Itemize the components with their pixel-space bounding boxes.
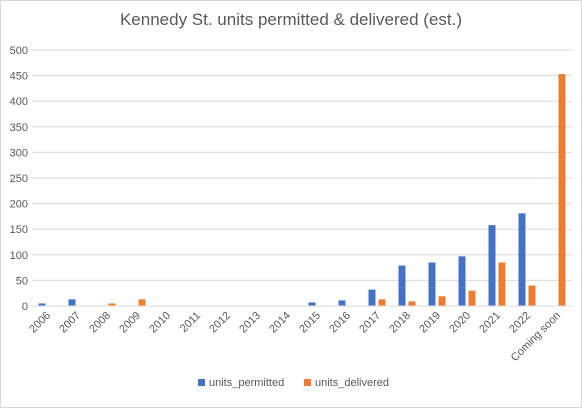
bar-units_delivered	[138, 299, 146, 306]
y-tick-label: 150	[10, 224, 28, 236]
bar-units_delivered	[498, 262, 506, 306]
x-tick-label: 2013	[237, 310, 263, 336]
y-tick-label: 400	[10, 96, 28, 108]
y-tick-label: 50	[16, 275, 28, 287]
y-tick-label: 300	[10, 147, 28, 159]
x-tick-label: 2020	[447, 310, 473, 336]
bar-units_delivered	[108, 303, 116, 306]
x-tick-label: 2019	[417, 310, 443, 336]
x-tick-label: 2018	[387, 310, 413, 336]
bar-units_permitted	[398, 265, 406, 306]
legend-swatch-units_permitted	[198, 379, 205, 386]
bar-units_permitted	[368, 289, 376, 306]
bar-units_permitted	[488, 225, 496, 306]
y-tick-label: 0	[22, 301, 28, 313]
x-tick-label: 2022	[507, 310, 533, 336]
legend-label-units_permitted: units_permitted	[209, 377, 284, 389]
x-tick-label: 2007	[57, 310, 83, 336]
x-tick-label: 2014	[267, 310, 293, 336]
y-tick-label: 250	[10, 173, 28, 185]
y-tick-label: 500	[10, 45, 28, 57]
y-tick-label: 200	[10, 199, 28, 211]
x-tick-label: 2010	[147, 310, 173, 336]
x-tick-label: 2009	[117, 310, 143, 336]
x-tick-label: 2017	[357, 310, 383, 336]
bar-units_permitted	[458, 256, 466, 306]
bar-units_permitted	[518, 213, 526, 306]
x-tick-label: 2006	[27, 310, 53, 336]
y-tick-label: 350	[10, 122, 28, 134]
x-tick-label: 2015	[297, 310, 323, 336]
bar-units_permitted	[308, 302, 316, 306]
y-tick-label: 100	[10, 250, 28, 262]
bar-units_delivered	[558, 74, 566, 307]
x-tick-label: 2008	[87, 310, 113, 336]
bar-units_permitted	[428, 262, 436, 306]
bar-units_delivered	[528, 285, 536, 306]
bar-units_delivered	[408, 301, 416, 306]
bar-units_delivered	[438, 296, 446, 306]
x-tick-label: 2021	[477, 310, 503, 336]
bar-units_delivered	[378, 299, 386, 306]
chart-title: Kennedy St. units permitted & delivered …	[119, 10, 463, 29]
y-tick-label: 450	[10, 71, 28, 83]
bar-units_permitted	[338, 300, 346, 306]
bar-units_delivered	[468, 290, 476, 306]
x-tick-label: 2016	[327, 310, 353, 336]
bar-units_permitted	[68, 299, 76, 306]
bar-units_permitted	[38, 303, 46, 306]
x-tick-label: 2011	[178, 310, 203, 335]
legend-label-units_delivered: units_delivered	[315, 377, 389, 389]
x-tick-label: 2012	[207, 310, 233, 336]
legend-swatch-units_delivered	[304, 379, 311, 386]
